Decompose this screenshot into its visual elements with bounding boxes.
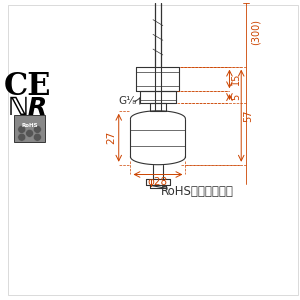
Circle shape — [18, 133, 26, 141]
Text: CE: CE — [4, 71, 51, 102]
Text: 27: 27 — [106, 131, 116, 144]
Text: 15: 15 — [231, 73, 242, 85]
Text: RoHS指令対応：可: RoHS指令対応：可 — [161, 185, 234, 198]
Circle shape — [34, 125, 41, 133]
Text: (300): (300) — [251, 20, 261, 45]
Text: RoHS: RoHS — [21, 123, 38, 128]
Circle shape — [26, 129, 34, 137]
Text: 5: 5 — [231, 94, 242, 100]
Text: φ28: φ28 — [148, 177, 168, 187]
Text: ℕR: ℕR — [8, 96, 48, 120]
Circle shape — [34, 133, 41, 141]
Text: G¹⁄₈: G¹⁄₈ — [119, 96, 137, 106]
Text: 57: 57 — [243, 110, 253, 122]
Bar — [14, 115, 45, 142]
Circle shape — [18, 125, 26, 133]
